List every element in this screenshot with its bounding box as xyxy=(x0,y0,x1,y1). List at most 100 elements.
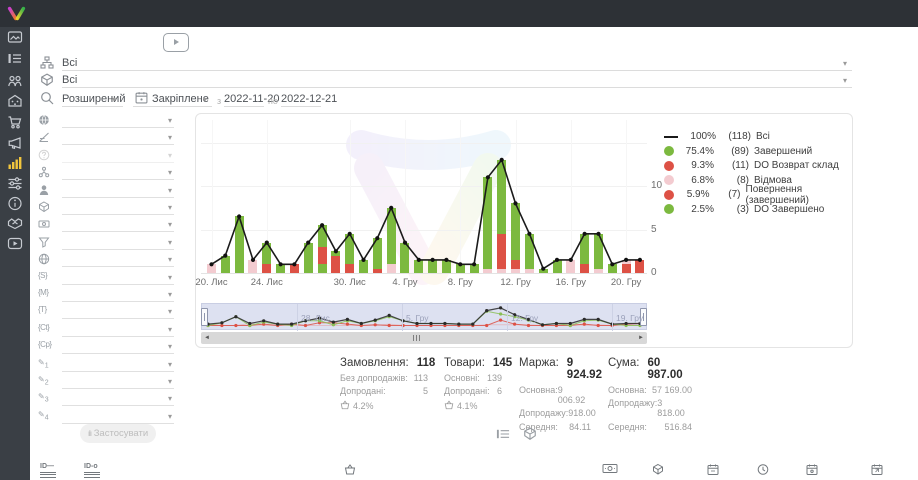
legend-item-4[interactable]: 6.8% (8) Відмова xyxy=(664,174,792,187)
legend-item-3[interactable]: 9.3% (11) DO Возврат склад xyxy=(664,159,839,172)
sidebar-item-clients[interactable] xyxy=(7,73,23,89)
col-id-desc[interactable]: ID— xyxy=(40,463,56,478)
scrollbar-right-arrow-icon[interactable]: ► xyxy=(638,334,644,341)
stacked-bar-day-28[interactable] xyxy=(580,233,590,273)
app-logo-icon[interactable] xyxy=(7,4,26,22)
tag-s-filter-select[interactable] xyxy=(62,270,174,285)
stacked-bar-day-1[interactable] xyxy=(207,264,216,273)
stacked-bar-day-15[interactable] xyxy=(400,242,410,273)
stacked-bar-day-2[interactable] xyxy=(220,255,230,273)
col-date-paid[interactable] xyxy=(806,463,818,476)
stacked-bar-day-24[interactable] xyxy=(524,233,534,273)
stacked-bar-day-30[interactable] xyxy=(607,264,617,273)
x-axis-tick-label: 20. Гру xyxy=(610,277,642,288)
stacked-bar-day-18[interactable] xyxy=(441,259,451,273)
stacked-bar-day-9[interactable] xyxy=(317,225,327,273)
col-basket[interactable] xyxy=(344,463,356,476)
stacked-bar-day-19[interactable] xyxy=(455,264,465,273)
col-time[interactable] xyxy=(757,463,769,476)
product-select[interactable] xyxy=(62,72,852,88)
legend-item-6[interactable]: 2.5% (3) DO Завершено xyxy=(664,203,824,216)
apply-filters-button[interactable]: ılı Застосувати xyxy=(80,424,156,443)
stacked-bar-day-23[interactable] xyxy=(511,203,521,273)
sidebar-item-statistics[interactable] xyxy=(7,155,23,171)
col-date-created[interactable] xyxy=(707,463,719,476)
stacked-bar-day-21[interactable] xyxy=(483,177,493,273)
product-view-toggle[interactable] xyxy=(523,427,537,441)
legend-item-2[interactable]: 75.4% (89) Завершений xyxy=(664,145,812,158)
stacked-bar-day-7[interactable] xyxy=(289,264,299,273)
stacked-bar-day-8[interactable] xyxy=(303,242,313,273)
product-filter-select[interactable] xyxy=(62,200,174,215)
scrollbar-left-arrow-icon[interactable]: ◄ xyxy=(204,334,210,341)
stacked-bar-day-22[interactable] xyxy=(497,159,507,273)
date-from-input[interactable] xyxy=(224,91,264,107)
search-mode-caret-icon[interactable]: ▾ xyxy=(112,95,117,104)
scrollbar-grip[interactable] xyxy=(409,335,423,341)
sidebar-item-marketing[interactable] xyxy=(7,135,23,151)
col-id-order[interactable]: ID-o xyxy=(84,463,100,478)
stacked-bar-day-6[interactable] xyxy=(276,264,286,273)
source-select[interactable] xyxy=(62,55,852,71)
period-mode-select[interactable] xyxy=(133,91,212,107)
sidebar-item-warehouse[interactable] xyxy=(7,93,23,109)
stacked-bar-day-3[interactable] xyxy=(234,216,244,273)
video-tutorial-button[interactable] xyxy=(163,33,189,52)
navigator-left-handle[interactable] xyxy=(201,308,208,326)
stacked-bar-day-4[interactable] xyxy=(248,259,258,273)
bar-segment xyxy=(248,259,258,273)
custom-field-2-select[interactable] xyxy=(62,374,174,389)
tag-cp-filter-select[interactable] xyxy=(62,339,174,355)
country-filter-select[interactable] xyxy=(62,113,174,128)
chart-range-navigator[interactable]: 28. Лис 5. Гру 12. Гру 19. Гру xyxy=(201,303,647,331)
stacked-bar-day-16[interactable] xyxy=(414,259,424,273)
custom-field-3-select[interactable] xyxy=(62,391,174,407)
col-product[interactable] xyxy=(652,463,664,476)
status-filter-select[interactable] xyxy=(62,130,174,146)
custom-field-1-select[interactable] xyxy=(62,357,174,372)
stacked-bar-day-31[interactable] xyxy=(621,259,631,273)
tag-m-filter-select[interactable] xyxy=(62,287,174,302)
funnel-filter-select[interactable] xyxy=(62,235,174,250)
sidebar-item-settings[interactable] xyxy=(7,175,23,191)
list-view-toggle[interactable] xyxy=(496,427,510,441)
stacked-bar-day-11[interactable] xyxy=(345,233,355,273)
col-payment[interactable] xyxy=(602,463,618,474)
stacked-bar-day-29[interactable] xyxy=(593,233,603,273)
sidebar-item-info[interactable] xyxy=(7,195,23,211)
sidebar-item-dashboard[interactable] xyxy=(7,29,23,45)
stacked-bar-day-13[interactable] xyxy=(372,238,382,273)
stacked-bar-day-14[interactable] xyxy=(386,207,396,273)
stacked-bar-day-27[interactable] xyxy=(566,259,576,273)
stat-title: Товари: 145 xyxy=(444,357,512,369)
stacked-bar-day-25[interactable] xyxy=(538,268,548,273)
sidebar-item-orders[interactable] xyxy=(7,50,23,66)
chart-scrollbar[interactable]: ◄ ► xyxy=(201,332,647,344)
stacked-bar-day-32[interactable] xyxy=(635,259,645,273)
custom-field-4-select[interactable] xyxy=(62,409,174,424)
stacked-bar-day-10[interactable] xyxy=(331,251,341,273)
product-caret-icon[interactable]: ▾ xyxy=(843,76,848,85)
col-date-edited[interactable] xyxy=(871,463,883,476)
manager-filter-select[interactable] xyxy=(62,183,174,198)
tag-ct-filter-select[interactable] xyxy=(62,322,174,337)
navigator-right-handle[interactable] xyxy=(640,308,647,326)
sidebar-item-video-tutorials[interactable] xyxy=(7,235,23,251)
stacked-bar-day-20[interactable] xyxy=(469,264,479,273)
source-caret-icon[interactable]: ▾ xyxy=(843,59,848,68)
stacked-bar-day-17[interactable] xyxy=(428,259,438,273)
payment-filter-select[interactable] xyxy=(62,217,174,233)
date-to-input[interactable] xyxy=(281,91,321,107)
search-mode-select[interactable] xyxy=(62,91,123,107)
period-mode-caret-icon[interactable]: ▾ xyxy=(203,95,208,104)
stacked-bar-day-5[interactable] xyxy=(262,242,272,273)
sidebar-item-partners[interactable] xyxy=(7,215,23,231)
legend-item-1[interactable]: 100% (118) Всі xyxy=(664,130,770,143)
stacked-bar-day-26[interactable] xyxy=(552,259,562,273)
structure-filter-select[interactable] xyxy=(62,165,174,181)
sidebar-item-shop[interactable] xyxy=(7,114,23,130)
stacked-bar-day-12[interactable] xyxy=(359,259,369,273)
delivery-filter-select[interactable] xyxy=(62,252,174,268)
legend-item-5[interactable]: 5.9% (7) Повернення (завершений) xyxy=(664,184,852,206)
tag-t-filter-select[interactable] xyxy=(62,304,174,320)
